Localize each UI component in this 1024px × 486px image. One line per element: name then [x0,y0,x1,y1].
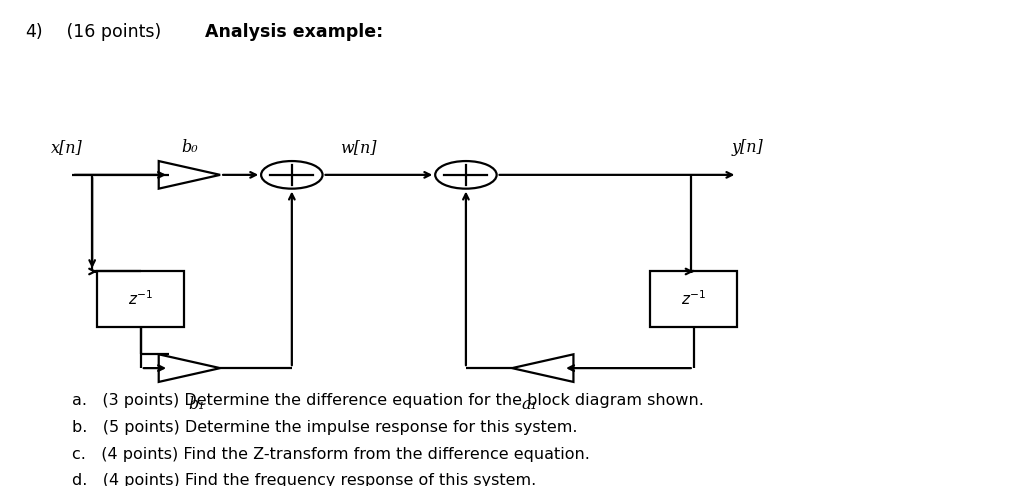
Text: w[n]: w[n] [340,139,377,156]
Text: 4): 4) [26,23,43,41]
Text: b.   (5 points) Determine the impulse response for this system.: b. (5 points) Determine the impulse resp… [72,420,578,435]
Text: (16 points): (16 points) [61,23,167,41]
Text: c.   (4 points) Find the Z-transform from the difference equation.: c. (4 points) Find the Z-transform from … [72,447,590,462]
Text: $z^{-1}$: $z^{-1}$ [681,290,707,309]
Text: d.   (4 points) Find the frequency response of this system.: d. (4 points) Find the frequency respons… [72,473,536,486]
Text: Analysis example:: Analysis example: [205,23,383,41]
Text: b₀: b₀ [181,139,198,156]
Text: y[n]: y[n] [731,139,764,156]
Text: a.   (3 points) Determine the difference equation for the block diagram shown.: a. (3 points) Determine the difference e… [72,394,703,408]
Bar [650,272,737,327]
Text: b₁: b₁ [188,396,205,413]
Bar [97,272,184,327]
Text: $z^{-1}$: $z^{-1}$ [128,290,154,309]
Text: x[n]: x[n] [50,139,83,156]
Text: a₁: a₁ [521,396,538,413]
